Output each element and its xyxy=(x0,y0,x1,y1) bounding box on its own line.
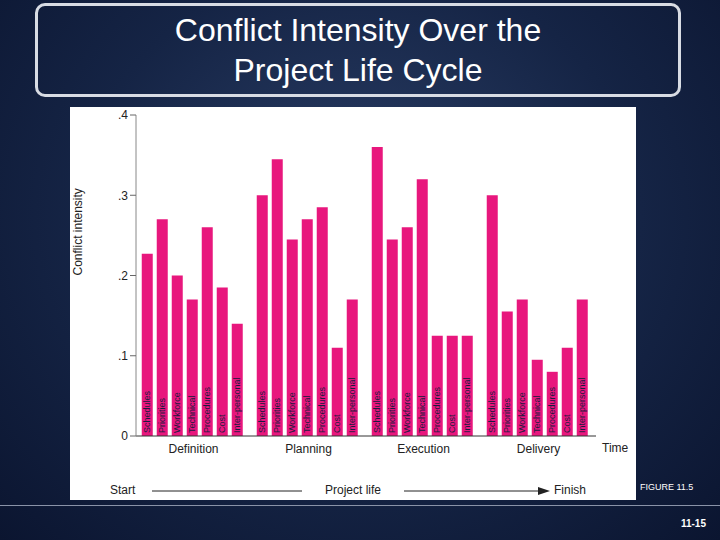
svg-text:Procedures: Procedures xyxy=(317,386,327,433)
html-text:Start: Start xyxy=(110,483,136,497)
svg-text:Schedules: Schedules xyxy=(372,390,382,433)
svg-text:Procedures: Procedures xyxy=(202,386,212,433)
svg-text:Inter-personal: Inter-personal xyxy=(462,377,472,433)
svg-text:Conflict intensity: Conflict intensity xyxy=(71,188,85,275)
svg-text:Inter-personal: Inter-personal xyxy=(577,377,587,433)
svg-text:Time: Time xyxy=(602,441,629,455)
html-text:Project life: Project life xyxy=(325,483,381,497)
html-text:11-15: 11-15 xyxy=(681,518,706,529)
svg-text:Technical: Technical xyxy=(187,395,197,433)
svg-text:Workforce: Workforce xyxy=(287,392,297,433)
svg-text:Technical: Technical xyxy=(302,395,312,433)
svg-text:Procedures: Procedures xyxy=(547,386,557,433)
svg-text:Schedules: Schedules xyxy=(487,390,497,433)
svg-text:Cost: Cost xyxy=(332,414,342,433)
svg-text:Schedules: Schedules xyxy=(257,390,267,433)
svg-text:.2: .2 xyxy=(118,269,128,283)
svg-text:Planning: Planning xyxy=(285,442,332,456)
svg-text:Inter-personal: Inter-personal xyxy=(232,377,242,433)
svg-text:Execution: Execution xyxy=(397,442,450,456)
svg-text:Definition: Definition xyxy=(168,442,218,456)
svg-text:Inter-personal: Inter-personal xyxy=(347,377,357,433)
html-text:Finish: Finish xyxy=(554,483,586,497)
svg-text:Cost: Cost xyxy=(562,414,572,433)
svg-text:Workforce: Workforce xyxy=(517,392,527,433)
svg-text:Cost: Cost xyxy=(447,414,457,433)
svg-text:Cost: Cost xyxy=(217,414,227,433)
svg-text:Priorities: Priorities xyxy=(502,397,512,433)
html-text:Conflict Intensity Over the Pr: Conflict Intensity Over the Project Life… xyxy=(174,12,542,88)
svg-text:.3: .3 xyxy=(118,189,128,203)
svg-text:Priorities: Priorities xyxy=(157,397,167,433)
svg-text:.1: .1 xyxy=(118,349,128,363)
svg-text:Procedures: Procedures xyxy=(432,386,442,433)
svg-text:Workforce: Workforce xyxy=(172,392,182,433)
svg-text:0: 0 xyxy=(121,429,128,443)
svg-text:Priorities: Priorities xyxy=(272,397,282,433)
svg-text:Delivery: Delivery xyxy=(517,442,560,456)
svg-text:Priorities: Priorities xyxy=(387,397,397,433)
svg-text:Technical: Technical xyxy=(417,395,427,433)
svg-text:.4: .4 xyxy=(118,108,128,122)
svg-text:Workforce: Workforce xyxy=(402,392,412,433)
svg-text:Technical: Technical xyxy=(532,395,542,433)
html-text:FIGURE 11.5: FIGURE 11.5 xyxy=(640,482,694,492)
svg-text:Schedules: Schedules xyxy=(142,390,152,433)
